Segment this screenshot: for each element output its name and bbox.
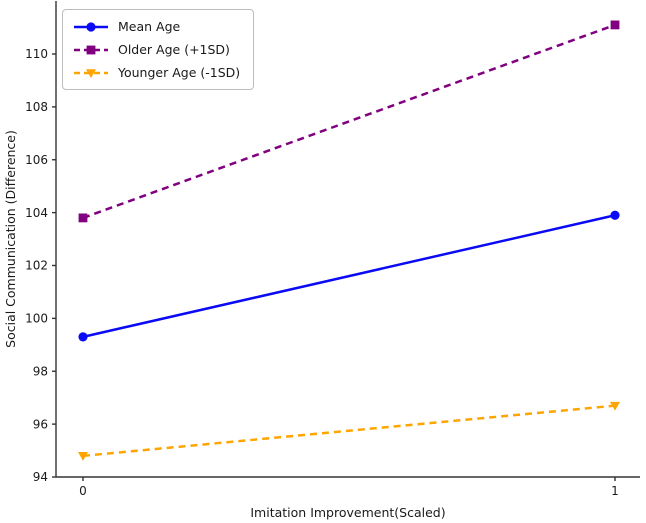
legend-label: Older Age (+1SD): [118, 41, 230, 57]
triangle-down-marker-icon: [86, 68, 96, 78]
mean-age-line-swatch-icon: [74, 21, 108, 32]
x-tick-label: 1: [611, 484, 619, 498]
older-age-line-swatch-icon: [74, 45, 108, 54]
series-line: [82, 404, 616, 458]
circle-marker-icon: [610, 210, 620, 220]
circle-marker-icon: [78, 332, 88, 342]
y-tick-label: 108: [25, 100, 48, 114]
y-axis-title: Social Communication (Difference): [3, 130, 18, 348]
y-tick-label: 100: [25, 312, 48, 326]
y-tick-label: 94: [33, 470, 48, 484]
y-tick-label: 104: [25, 206, 48, 220]
legend-label: Younger Age (-1SD): [118, 64, 241, 80]
y-tick-label: 106: [25, 153, 48, 167]
y-tick-label: 98: [33, 364, 48, 378]
y-tick-label: 110: [25, 47, 48, 61]
square-marker-icon: [86, 45, 96, 54]
legend-item-mean-age: Mean Age: [73, 16, 240, 37]
y-tick-label: 96: [33, 417, 48, 431]
square-marker-icon: [610, 20, 620, 30]
y-tick-label: 102: [25, 259, 48, 273]
younger-age-line-swatch-icon: [74, 68, 108, 78]
square-marker-icon: [78, 213, 88, 223]
circle-marker-icon: [86, 21, 96, 32]
legend-label: Mean Age: [118, 18, 181, 34]
series-line: [82, 214, 616, 339]
triangle-down-marker-icon: [610, 401, 620, 411]
legend-item-older-age: Older Age (+1SD): [73, 39, 240, 60]
chart-legend: Mean Age Older Age (+1SD) Younger Age (-…: [62, 9, 255, 90]
series-line: [82, 23, 616, 220]
legend-item-younger-age: Younger Age (-1SD): [73, 62, 240, 83]
x-axis-title: Imitation Improvement(Scaled): [250, 505, 445, 520]
triangle-down-marker-icon: [78, 452, 88, 461]
x-tick-label: 0: [79, 484, 87, 498]
